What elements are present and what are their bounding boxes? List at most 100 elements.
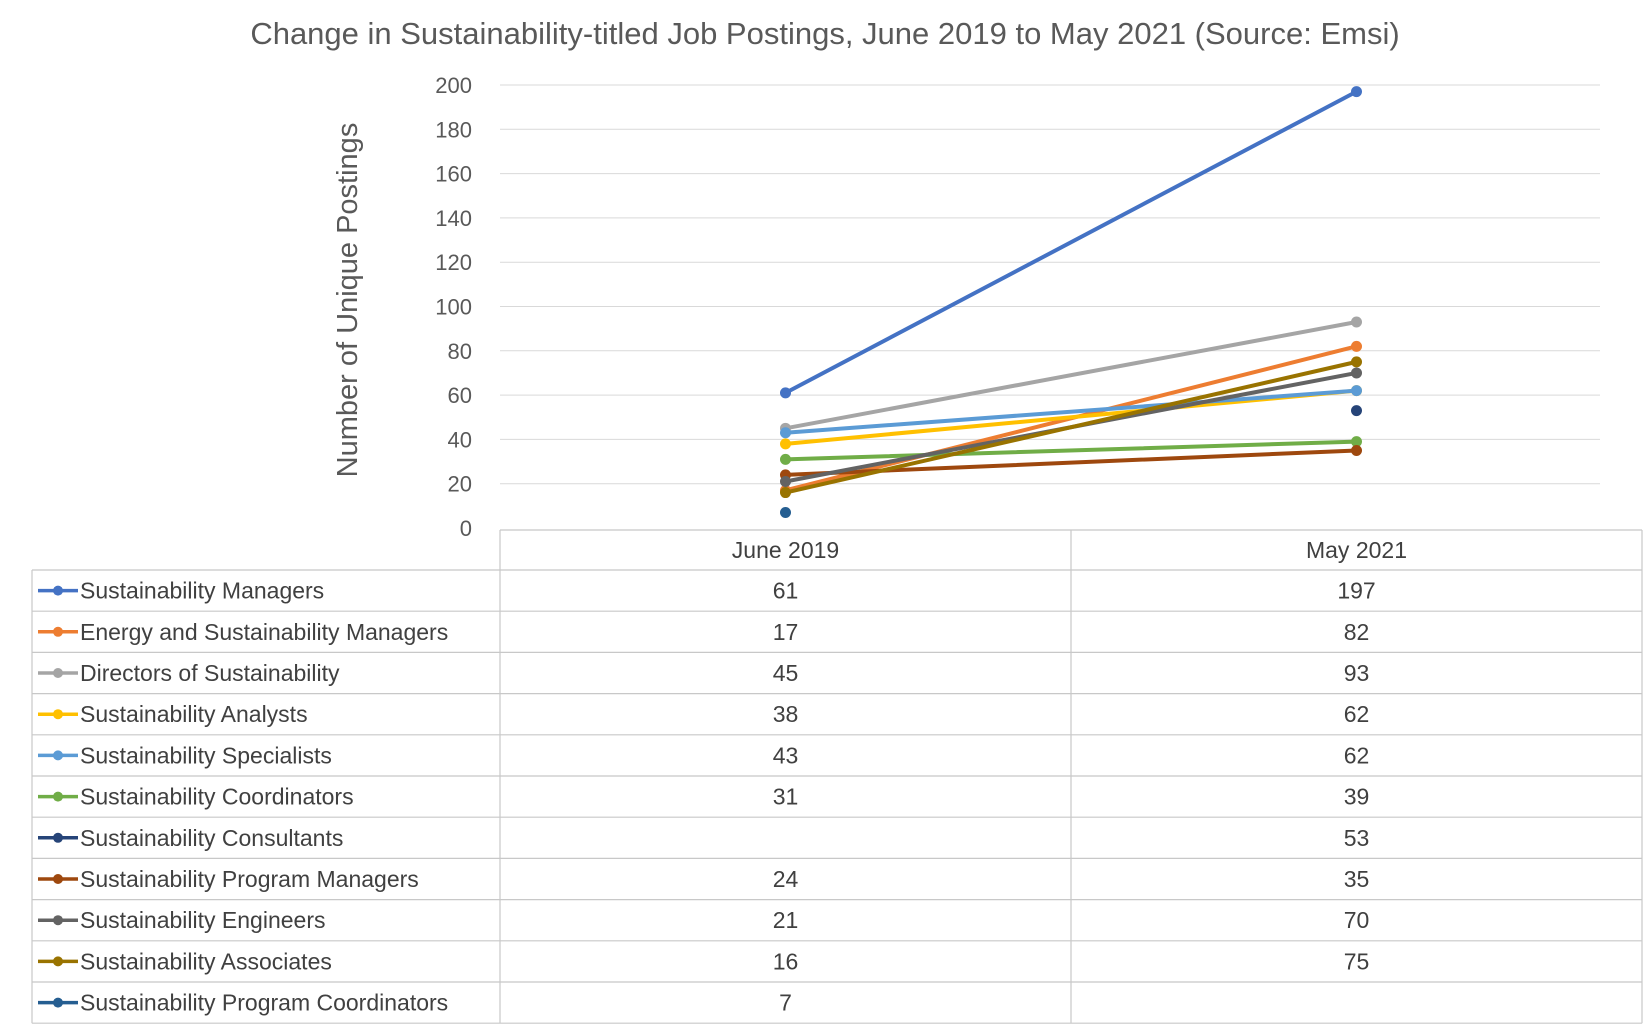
series-5 xyxy=(780,436,1362,465)
data-label: 70 xyxy=(1344,907,1370,933)
data-table: June 2019 May 2021 Sustainability Managers… xyxy=(31,529,1643,1024)
gridlines xyxy=(500,84,1600,485)
table-row: Sustainability Program Coordinators 7 xyxy=(38,990,792,1016)
y-tick-label: 0 xyxy=(460,516,472,541)
chart-title: Change in Sustainability-titled Job Post… xyxy=(250,16,1399,51)
y-tick-label: 100 xyxy=(435,295,472,320)
table-row: Directors of Sustainability 45 93 xyxy=(38,660,1369,686)
legend-key-marker xyxy=(53,626,63,637)
data-point xyxy=(780,438,791,450)
category-header: May 2021 xyxy=(1306,537,1407,563)
series-line xyxy=(783,388,1359,435)
series-4 xyxy=(780,385,1362,439)
data-label: 75 xyxy=(1344,948,1370,974)
data-point xyxy=(1351,385,1362,397)
data-point xyxy=(780,453,791,465)
series-name: Sustainability Consultants xyxy=(80,825,343,851)
data-label: 7 xyxy=(779,990,792,1016)
series-name: Sustainability Program Managers xyxy=(80,866,419,892)
data-point xyxy=(1351,356,1362,368)
series-0 xyxy=(780,86,1362,399)
data-point xyxy=(1351,367,1362,379)
legend-key-marker xyxy=(53,750,63,761)
data-point xyxy=(780,506,791,518)
data-point xyxy=(1351,444,1362,456)
y-tick-label: 120 xyxy=(435,250,472,275)
table-row: Sustainability Engineers 21 70 xyxy=(38,907,1369,933)
data-point xyxy=(780,487,791,499)
series-9 xyxy=(780,356,1362,499)
table-row: Sustainability Managers 61 197 xyxy=(38,578,1376,604)
y-tick-label: 160 xyxy=(435,162,472,187)
y-tick-label: 40 xyxy=(448,427,472,452)
legend-key-marker xyxy=(53,791,63,802)
y-tick-label: 180 xyxy=(435,117,472,142)
data-point xyxy=(1351,436,1362,448)
table-row: Sustainability Associates 16 75 xyxy=(38,948,1369,974)
data-point xyxy=(780,427,791,439)
data-label: 35 xyxy=(1344,866,1370,892)
series-line xyxy=(783,89,1359,395)
data-point xyxy=(780,387,791,399)
data-label: 62 xyxy=(1344,701,1370,727)
legend-key-marker xyxy=(53,832,63,843)
table-row: Sustainability Coordinators 31 39 xyxy=(38,784,1369,810)
legend-key-marker xyxy=(53,956,63,967)
y-tick-label: 80 xyxy=(448,339,472,364)
y-axis-ticks: 0 20 40 60 80 100 120 140 160 180 200 xyxy=(435,73,472,541)
data-label: 21 xyxy=(773,907,799,933)
series-name: Directors of Sustainability xyxy=(80,660,340,686)
series-line xyxy=(783,439,1359,462)
legend-key-marker xyxy=(53,997,63,1008)
series-name: Sustainability Coordinators xyxy=(80,784,354,810)
data-label: 16 xyxy=(773,948,799,974)
legend-key-marker xyxy=(53,709,63,720)
data-label: 197 xyxy=(1337,578,1375,604)
data-label: 93 xyxy=(1344,660,1370,686)
data-point xyxy=(1351,86,1362,98)
series-10 xyxy=(780,506,791,518)
series-name: Sustainability Associates xyxy=(80,948,332,974)
data-label: 43 xyxy=(773,742,799,768)
data-label: 61 xyxy=(773,578,799,604)
category-header: June 2019 xyxy=(732,537,839,563)
y-tick-label: 60 xyxy=(448,383,472,408)
series-name: Sustainability Program Coordinators xyxy=(80,990,448,1016)
table-row: Sustainability Analysts 38 62 xyxy=(38,701,1369,727)
series-lines xyxy=(780,86,1362,518)
data-label: 31 xyxy=(773,784,799,810)
table-row: Sustainability Specialists 43 62 xyxy=(38,742,1369,768)
series-6 xyxy=(1351,405,1362,417)
series-name: Sustainability Engineers xyxy=(80,907,325,933)
legend-key-marker xyxy=(53,668,63,678)
data-label: 17 xyxy=(773,619,799,645)
table-row: Sustainability Consultants 53 xyxy=(38,825,1369,851)
legend-key-marker xyxy=(53,585,63,596)
data-point xyxy=(1351,405,1362,417)
series-name: Sustainability Analysts xyxy=(80,701,308,727)
data-point xyxy=(780,475,791,487)
y-tick-label: 140 xyxy=(435,206,472,231)
data-label: 45 xyxy=(773,660,799,686)
series-name: Energy and Sustainability Managers xyxy=(80,619,448,645)
data-label: 62 xyxy=(1344,742,1370,768)
series-name: Sustainability Managers xyxy=(80,578,324,604)
data-point xyxy=(1351,340,1362,352)
y-axis-label: Number of Unique Postings xyxy=(332,123,364,478)
table-row: Energy and Sustainability Managers 17 82 xyxy=(38,619,1369,645)
y-tick-label: 20 xyxy=(448,472,472,497)
data-label: 24 xyxy=(773,866,799,892)
legend-key-marker xyxy=(53,915,63,926)
data-label: 38 xyxy=(773,701,799,727)
legend-key-marker xyxy=(53,874,63,884)
data-label: 39 xyxy=(1344,784,1370,810)
series-line xyxy=(783,359,1359,495)
series-line xyxy=(783,320,1359,431)
series-name: Sustainability Specialists xyxy=(80,742,332,768)
data-point xyxy=(1351,316,1362,328)
data-label: 53 xyxy=(1344,825,1370,851)
y-tick-label: 200 xyxy=(435,73,472,98)
data-label: 82 xyxy=(1344,619,1370,645)
table-row: Sustainability Program Managers 24 35 xyxy=(38,866,1369,892)
